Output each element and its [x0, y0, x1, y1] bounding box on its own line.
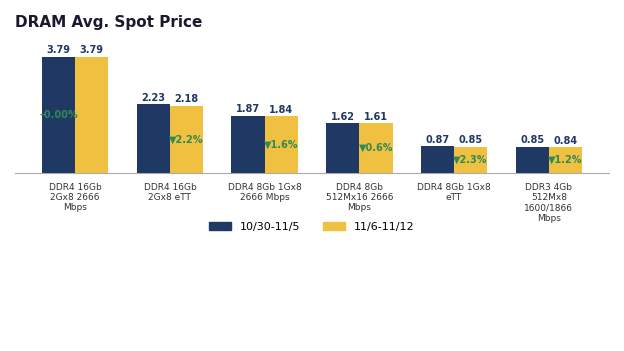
Text: 1.87: 1.87: [236, 104, 260, 114]
Text: ▼2.3%: ▼2.3%: [454, 155, 488, 165]
Text: ▼1.2%: ▼1.2%: [548, 155, 583, 165]
Bar: [549, 147, 582, 173]
Text: Last update NOVEMBER. 13  2024: Last update NOVEMBER. 13 2024: [12, 332, 202, 342]
Text: DRAM Avg. Spot Price: DRAM Avg. Spot Price: [15, 15, 202, 30]
Text: ▼0.6%: ▼0.6%: [359, 143, 393, 153]
Text: 0.85: 0.85: [459, 135, 483, 145]
Text: 1.62: 1.62: [331, 112, 355, 122]
Legend: 10/30-11/5, 11/6-11/12: 10/30-11/5, 11/6-11/12: [205, 217, 419, 236]
Text: 1.84: 1.84: [269, 105, 293, 115]
Bar: [454, 147, 487, 173]
Bar: [170, 106, 203, 173]
Bar: [326, 123, 359, 173]
Text: 3.79: 3.79: [80, 45, 104, 55]
Text: 2.18: 2.18: [175, 94, 198, 105]
Text: 0.87: 0.87: [426, 135, 449, 145]
Text: ▼1.6%: ▼1.6%: [264, 140, 298, 150]
Text: 0.84: 0.84: [553, 135, 577, 146]
Bar: [515, 147, 549, 173]
Bar: [265, 117, 298, 173]
Bar: [232, 115, 265, 173]
Bar: [421, 146, 454, 173]
Text: 3.79: 3.79: [47, 45, 71, 55]
Bar: [359, 124, 392, 173]
Text: 0.85: 0.85: [520, 135, 544, 145]
Text: 2.23: 2.23: [141, 93, 165, 103]
Bar: [42, 57, 75, 173]
Text: –0.00%: –0.00%: [39, 110, 78, 120]
Bar: [75, 57, 109, 173]
Text: 1.61: 1.61: [364, 112, 388, 122]
Bar: [137, 105, 170, 173]
Text: ▼2.2%: ▼2.2%: [169, 134, 203, 145]
